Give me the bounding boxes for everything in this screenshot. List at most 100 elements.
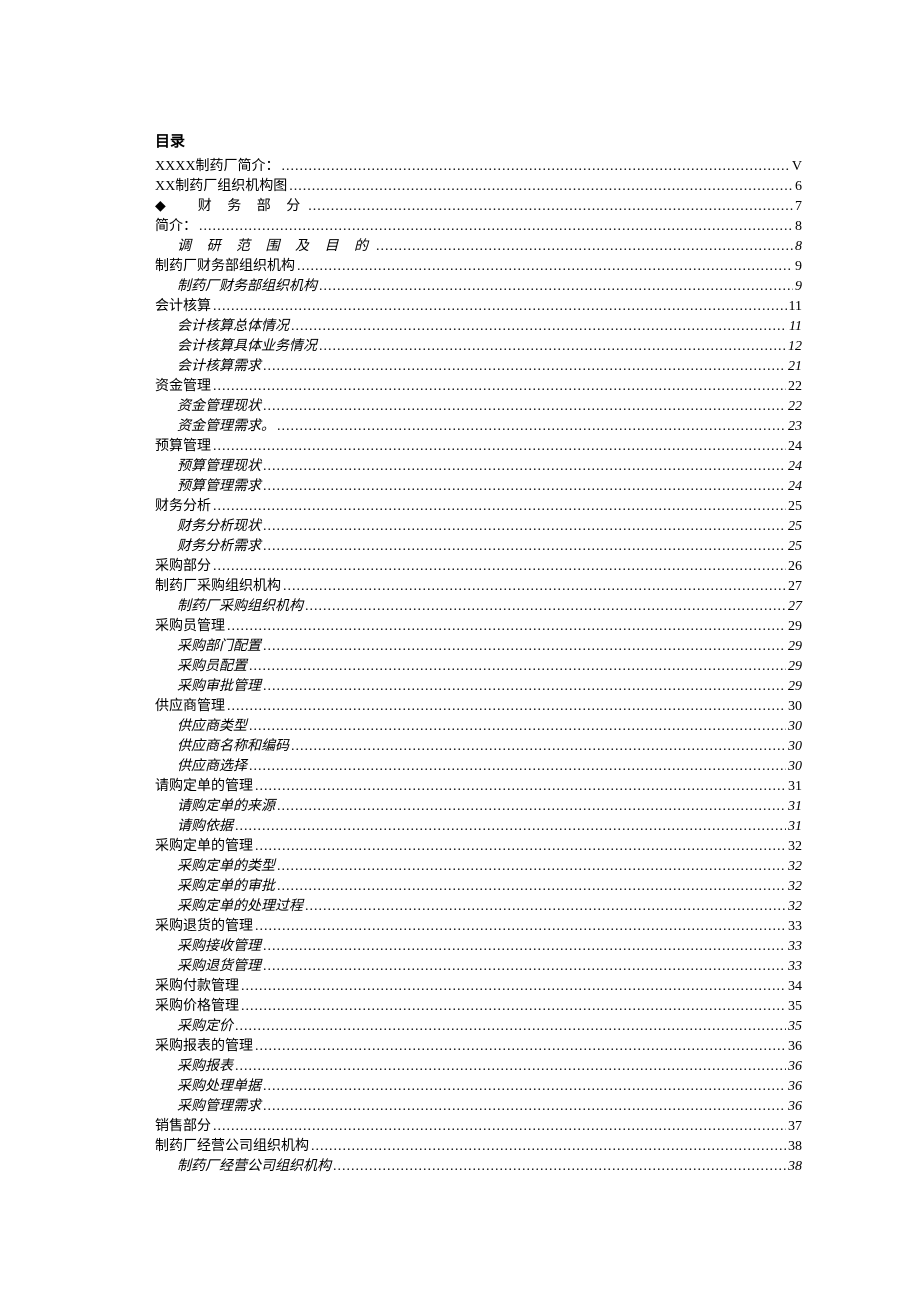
toc-entry-text: 简介： [155, 219, 197, 234]
toc-entry-text: 制药厂财务部组织机构 [155, 259, 295, 274]
toc-row: 调 研 范 围 及 目 的8 [155, 237, 802, 257]
toc-row: 采购付款管理 34 [155, 977, 802, 997]
toc-entry-text: 采购定单的处理过程 [177, 899, 303, 914]
toc-entry-label: ◆财 务 部 分 [155, 197, 306, 217]
toc-row: 财务分析现状 25 [155, 517, 802, 537]
toc-row: 采购接收管理33 [155, 937, 802, 957]
toc-leader-dots [376, 237, 793, 257]
toc-page-number: 36 [788, 1097, 802, 1117]
toc-page-number: 11 [789, 297, 802, 317]
toc-page-number: 29 [788, 637, 802, 657]
toc-page-number: 9 [795, 257, 802, 277]
toc-leader-dots [277, 797, 786, 817]
toc-leader-dots [263, 397, 786, 417]
toc-page-number: 35 [788, 997, 802, 1017]
toc-entry-text: 制药厂财务部组织机构 [177, 279, 317, 294]
toc-row: 供应商选择30 [155, 757, 802, 777]
toc-entry-text: 制药厂采购组织机构 [177, 599, 303, 614]
toc-leader-dots [277, 877, 786, 897]
toc-entry-label: 请购定单的管理 [155, 777, 253, 797]
toc-leader-dots [305, 597, 786, 617]
toc-entry-label: 财务分析现状 [155, 517, 261, 537]
toc-page-number: 34 [788, 977, 802, 997]
toc-leader-dots [283, 577, 786, 597]
toc-entry-label: 制药厂采购组织机构 [155, 597, 303, 617]
toc-leader-dots [263, 637, 786, 657]
toc-leader-dots [333, 1157, 786, 1177]
toc-row: 采购定单的处理过程32 [155, 897, 802, 917]
toc-page-number: 25 [788, 537, 802, 557]
toc-entry-text: 采购退货管理 [177, 959, 261, 974]
toc-entry-label: 简介： [155, 217, 197, 237]
toc-page-number: 9 [795, 277, 802, 297]
toc-row: XXXX制药厂简介：V [155, 157, 802, 177]
toc-leader-dots [277, 857, 786, 877]
toc-row: 请购依据31 [155, 817, 802, 837]
toc-leader-dots [277, 417, 786, 437]
toc-page-number: 11 [789, 317, 802, 337]
toc-page-number: 23 [788, 417, 802, 437]
toc-page-number: 22 [788, 377, 802, 397]
toc-row: 制药厂采购组织机构 27 [155, 597, 802, 617]
toc-entry-label: 制药厂财务部组织机构 [155, 257, 295, 277]
toc-row: 预算管理24 [155, 437, 802, 457]
toc-row: 采购报表的管理 36 [155, 1037, 802, 1057]
toc-page-number: 8 [795, 217, 802, 237]
toc-page-number: 37 [788, 1117, 802, 1137]
toc-page-number: 32 [788, 837, 802, 857]
toc-leader-dots [241, 997, 786, 1017]
toc-row: 制药厂财务部组织机构 9 [155, 277, 802, 297]
toc-page-number: 36 [788, 1037, 802, 1057]
toc-entry-label: 预算管理需求 [155, 477, 261, 497]
toc-entry-text: 资金管理需求。 [177, 419, 275, 434]
toc-row: 资金管理需求。 23 [155, 417, 802, 437]
toc-page-number: 33 [788, 957, 802, 977]
toc-row: 制药厂经营公司组织机构38 [155, 1157, 802, 1177]
toc-entry-text: 供应商管理 [155, 699, 225, 714]
toc-entry-label: 请购定单的来源 [155, 797, 275, 817]
toc-entry-text: 制药厂经营公司组织机构 [155, 1139, 309, 1154]
toc-entry-label: XXXX制药厂简介： [155, 157, 279, 177]
toc-row: 采购部门配置 29 [155, 637, 802, 657]
toc-entry-text: 资金管理 [155, 379, 211, 394]
toc-page-number: 24 [788, 477, 802, 497]
toc-entry-label: 采购管理需求 [155, 1097, 261, 1117]
toc-leader-dots [291, 317, 787, 337]
toc-leader-dots [263, 1077, 786, 1097]
toc-entry-label: 请购依据 [155, 817, 233, 837]
toc-entry-text: 预算管理 [155, 439, 211, 454]
toc-leader-dots [255, 777, 786, 797]
toc-entry-label: 采购部门配置 [155, 637, 261, 657]
toc-entry-text: 预算管理需求 [177, 479, 261, 494]
toc-page-number: 25 [788, 517, 802, 537]
toc-entry-text: 采购部门配置 [177, 639, 261, 654]
toc-entry-label: 采购员配置 [155, 657, 247, 677]
toc-row: 采购定单的类型32 [155, 857, 802, 877]
toc-entry-text: 采购报表的管理 [155, 1039, 253, 1054]
toc-row: 会计核算具体业务情况12 [155, 337, 802, 357]
toc-leader-dots [263, 1097, 786, 1117]
toc-row: 采购退货管理 33 [155, 957, 802, 977]
toc-entry-text: 制药厂经营公司组织机构 [177, 1159, 331, 1174]
toc-page-number: 33 [788, 917, 802, 937]
toc-row: 采购审批管理29 [155, 677, 802, 697]
toc-leader-dots [241, 977, 786, 997]
toc-entry-label: 采购付款管理 [155, 977, 239, 997]
toc-page-number: 27 [788, 597, 802, 617]
toc-row: ◆财 务 部 分7 [155, 197, 802, 217]
toc-leader-dots [199, 217, 793, 237]
toc-entry-label: 采购定单的管理 [155, 837, 253, 857]
toc-entry-text: XX制药厂组织机构图 [155, 179, 287, 194]
toc-entry-label: 供应商选择 [155, 757, 247, 777]
toc-leader-dots [289, 177, 793, 197]
toc-page-number: 22 [788, 397, 802, 417]
toc-leader-dots [255, 917, 786, 937]
toc-entry-text: 采购员管理 [155, 619, 225, 634]
toc-page-number: 35 [788, 1017, 802, 1037]
toc-leader-dots [263, 517, 786, 537]
toc-row: 会计核算需求21 [155, 357, 802, 377]
toc-entry-label: 财务分析需求 [155, 537, 261, 557]
toc-container: XXXX制药厂简介：VXX制药厂组织机构图6◆财 务 部 分7简介：8调 研 范… [155, 157, 802, 1177]
toc-page-number: 27 [788, 577, 802, 597]
toc-page-number: 31 [788, 797, 802, 817]
